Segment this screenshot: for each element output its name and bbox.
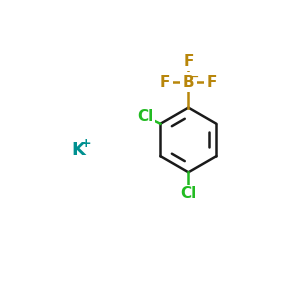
Text: Cl: Cl [137,109,153,124]
Text: B: B [183,75,194,90]
Text: F: F [183,54,194,69]
Text: F: F [160,75,170,90]
Text: Cl: Cl [180,186,196,201]
Text: F: F [206,75,217,90]
Text: K: K [71,141,85,159]
Text: −: − [190,72,199,82]
Text: +: + [81,137,91,150]
